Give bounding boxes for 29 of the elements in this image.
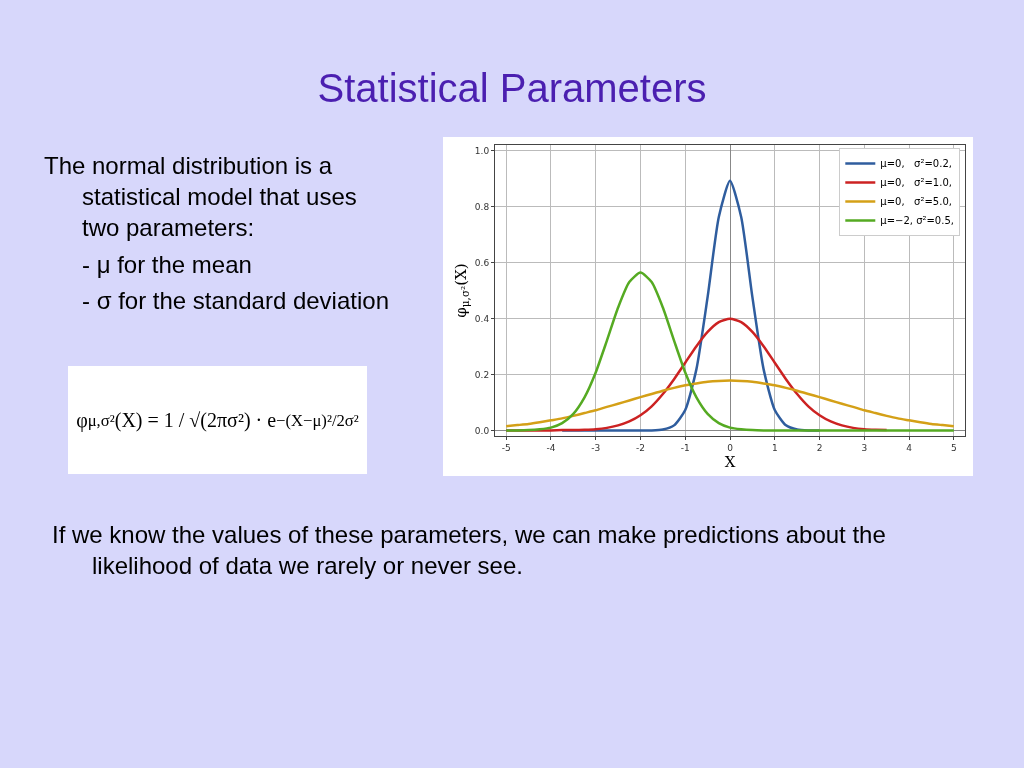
legend-label: μ=0, σ²=5.0,	[880, 196, 952, 208]
text: - μ for the mean	[82, 250, 253, 280]
x-tick-label: -4	[546, 442, 556, 453]
x-tick-label: 0	[727, 442, 734, 453]
y-tick-label: 0.8	[474, 201, 490, 212]
x-tick-label: -1	[680, 442, 690, 453]
y-tick-label: 0.2	[474, 369, 490, 380]
x-tick-label: -3	[591, 442, 601, 453]
x-tick-label: 5	[950, 442, 957, 453]
line-series	[504, 379, 956, 428]
text: If we know the values of these parameters, we can make predictions about the likelihood of data we rarely or never see.	[52, 520, 887, 581]
y-tick-label: 1.0	[474, 145, 490, 156]
x-tick-label: -2	[635, 442, 645, 453]
y-tick-label: 0.4	[474, 313, 490, 324]
y-tick-label: 0.0	[474, 425, 490, 436]
y-tick-label: 0.6	[474, 257, 490, 268]
legend-label: μ=0, σ²=0.2,	[880, 158, 952, 170]
chart-title: Statistical Parameters	[316, 66, 708, 111]
x-tick-label: 1	[771, 442, 778, 453]
legend-label: μ=0, σ²=1.0,	[880, 177, 952, 189]
x-tick-label: -5	[501, 442, 511, 453]
legend-label: μ=−2, σ²=0.5,	[880, 215, 954, 227]
x-tick-label: 2	[816, 442, 823, 453]
text: The normal distribution is a statistical model that uses two parameters:	[44, 151, 358, 243]
x-tick-label: 3	[861, 442, 868, 453]
line-series	[504, 271, 956, 432]
text: - σ for the standard deviation	[82, 286, 390, 316]
x-axis-title: X	[724, 452, 736, 471]
x-tick-label: 4	[906, 442, 913, 453]
